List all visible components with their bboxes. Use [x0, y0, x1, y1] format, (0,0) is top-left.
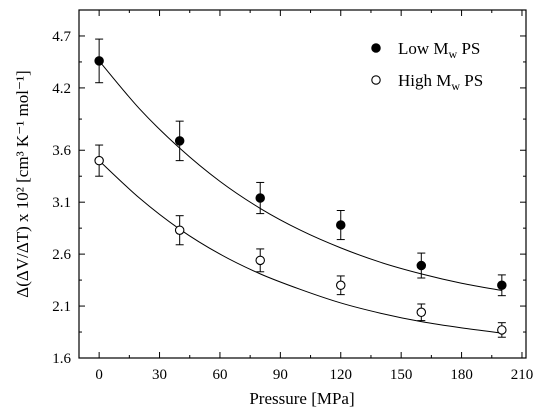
data-point-open: [497, 325, 507, 335]
data-point-open: [336, 280, 346, 291]
y-tick-label: 3.6: [52, 143, 71, 159]
x-tick-label: 180: [450, 367, 473, 383]
y-tick-label: 4.7: [52, 29, 71, 45]
legend-label-2: High Mw PS: [398, 71, 483, 93]
legend-marker-2: [371, 75, 381, 85]
fit-curves: [98, 60, 502, 334]
data-point-open: [416, 307, 427, 318]
y-tick-label: 3.1: [52, 195, 71, 211]
data-point-filled: [497, 280, 507, 291]
y-axis-title: Δ(ΔV/ΔT) x 10² [cm³ K⁻¹ mol⁻¹]: [13, 70, 32, 297]
data-point-filled: [94, 56, 104, 66]
x-tick-label: 0: [95, 367, 103, 383]
legend: Low Mw PS High Mw PS: [371, 39, 483, 93]
legend-marker-1: [371, 43, 381, 53]
axis-ticks: 0 30 60 90 120 150 180 210 1.6 2.1 2.6 3.1 3.6 4.2 4.7: [52, 10, 533, 383]
data-point-open: [174, 225, 185, 235]
x-tick-label: 210: [511, 367, 534, 383]
data-point-filled: [174, 136, 185, 146]
plot-frame: [78, 9, 527, 359]
data-point-filled: [416, 260, 427, 271]
x-tick-label: 30: [152, 367, 167, 383]
y-tick-label: 1.6: [52, 351, 71, 367]
data-point-open: [255, 255, 265, 266]
legend-label-1: Low Mw PS: [398, 39, 480, 61]
x-tick-label: 120: [330, 367, 353, 383]
fit-curve-2: [98, 160, 502, 334]
x-axis-title: Pressure [MPa]: [249, 389, 354, 408]
data-point-open: [94, 155, 104, 166]
x-tick-label: 60: [212, 367, 227, 383]
y-tick-label: 4.2: [52, 81, 71, 97]
fit-curve-1: [98, 60, 502, 291]
x-tick-label: 150: [390, 367, 413, 383]
y-tick-label: 2.1: [52, 299, 71, 315]
data-point-filled: [255, 193, 265, 203]
data-point-filled: [336, 220, 346, 230]
x-tick-label: 90: [273, 367, 288, 383]
y-tick-label: 2.6: [52, 247, 71, 263]
data-points: [94, 56, 507, 335]
